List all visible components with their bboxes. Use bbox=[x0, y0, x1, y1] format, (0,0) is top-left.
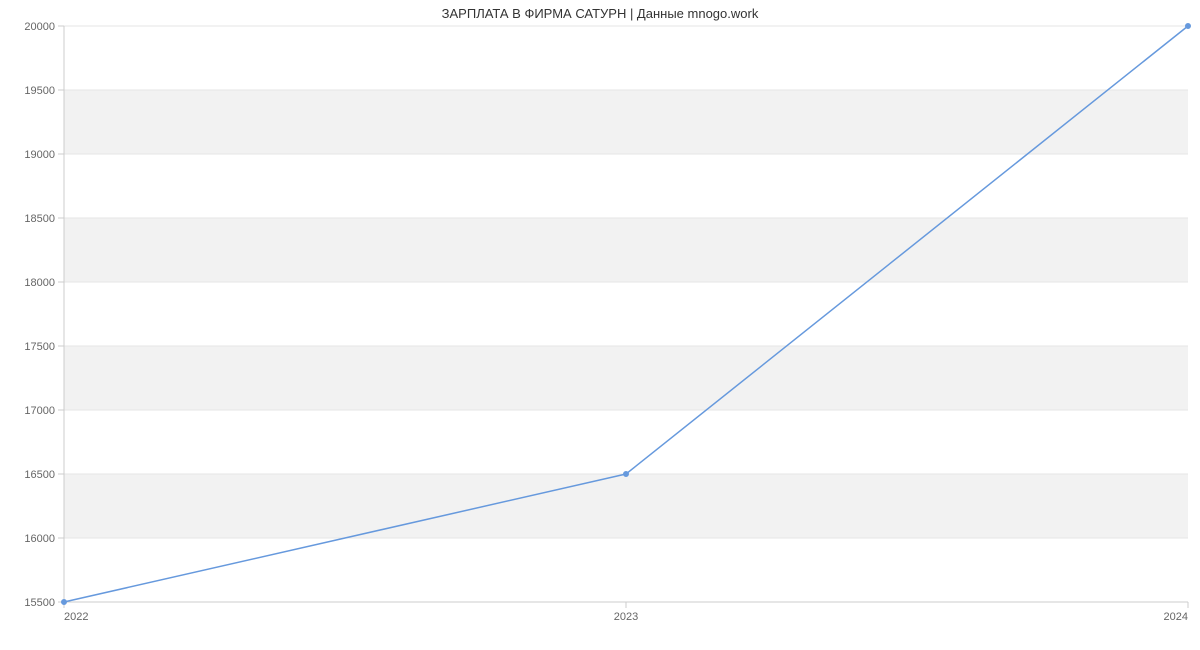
y-tick-label: 17500 bbox=[24, 341, 55, 353]
x-tick-label: 2024 bbox=[1164, 611, 1188, 623]
y-tick-label: 18500 bbox=[24, 213, 55, 225]
series-marker bbox=[624, 472, 629, 477]
series-marker bbox=[62, 600, 67, 605]
chart-title: ЗАРПЛАТА В ФИРМА САТУРН | Данные mnogo.w… bbox=[0, 6, 1200, 21]
x-tick-label: 2022 bbox=[64, 611, 88, 623]
series-marker bbox=[1186, 24, 1191, 29]
chart-svg: 15500 16000 16500 17000 17500 18000 18500 19000… bbox=[0, 0, 1200, 650]
salary-chart: ЗАРПЛАТА В ФИРМА САТУРН | Данные mnogo.w… bbox=[0, 0, 1200, 650]
y-tick-label: 19500 bbox=[24, 85, 55, 97]
y-tick-label: 19000 bbox=[24, 149, 55, 161]
y-tick-label: 15500 bbox=[24, 597, 55, 609]
y-tick-label: 20000 bbox=[24, 21, 55, 33]
y-tick-label: 18000 bbox=[24, 277, 55, 289]
y-tick-label: 16000 bbox=[24, 533, 55, 545]
y-tick-label: 16500 bbox=[24, 469, 55, 481]
y-tick-label: 17000 bbox=[24, 405, 55, 417]
x-tick-label: 2023 bbox=[614, 611, 638, 623]
